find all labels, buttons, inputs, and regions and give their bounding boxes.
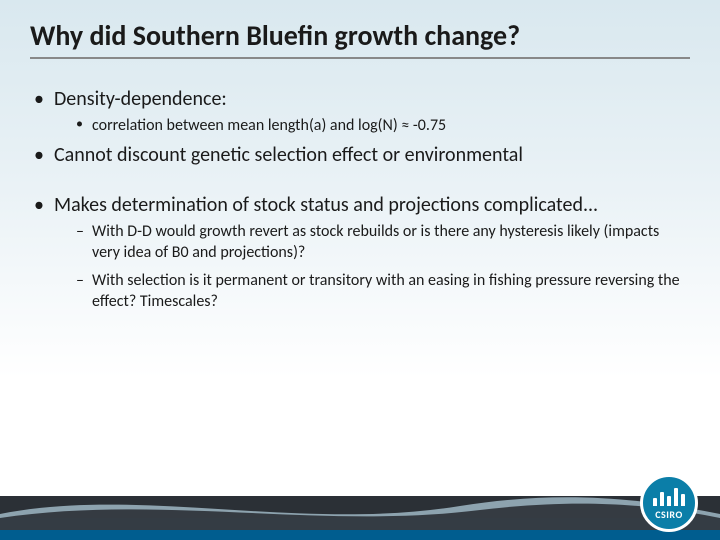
footer-band-blue [0,518,720,540]
spacer [30,173,690,193]
logo-bar [667,496,671,506]
bullet-1-sub-1: correlation between mean length(a) and l… [76,115,690,137]
csiro-logo: CSIRO [640,474,698,532]
logo-text: CSIRO [655,508,682,521]
bullet-1-sublist: correlation between mean length(a) and l… [54,115,690,137]
bullet-list-2: Makes determination of stock status and … [30,193,690,313]
footer-band-dark [0,496,720,518]
slide-footer: CSIRO [0,480,720,540]
slide-title: Why did Southern Bluefin growth change? [30,18,690,53]
slide: Why did Southern Bluefin growth change? … [0,0,720,540]
bullet-list: Density-dependence: correlation between … [30,87,690,167]
bullet-1: Density-dependence: correlation between … [34,87,690,137]
bullet-1-text: Density-dependence: [54,87,227,111]
bullet-3-sub-1: With D-D would growth revert as stock re… [76,221,690,264]
bullet-3-sub-2: With selection is it permanent or transi… [76,270,690,313]
bullet-3-text: Makes determination of stock status and … [54,193,598,217]
logo-bar [660,492,664,506]
bullet-2: Cannot discount genetic selection effect… [34,143,690,167]
bullet-3-sublist: With D-D would growth revert as stock re… [54,221,690,313]
bullet-3: Makes determination of stock status and … [34,193,690,313]
title-underline [30,57,690,59]
logo-bar [653,498,657,506]
logo-bar [681,494,685,506]
logo-bars-icon [653,486,685,506]
logo-bar [674,488,678,506]
